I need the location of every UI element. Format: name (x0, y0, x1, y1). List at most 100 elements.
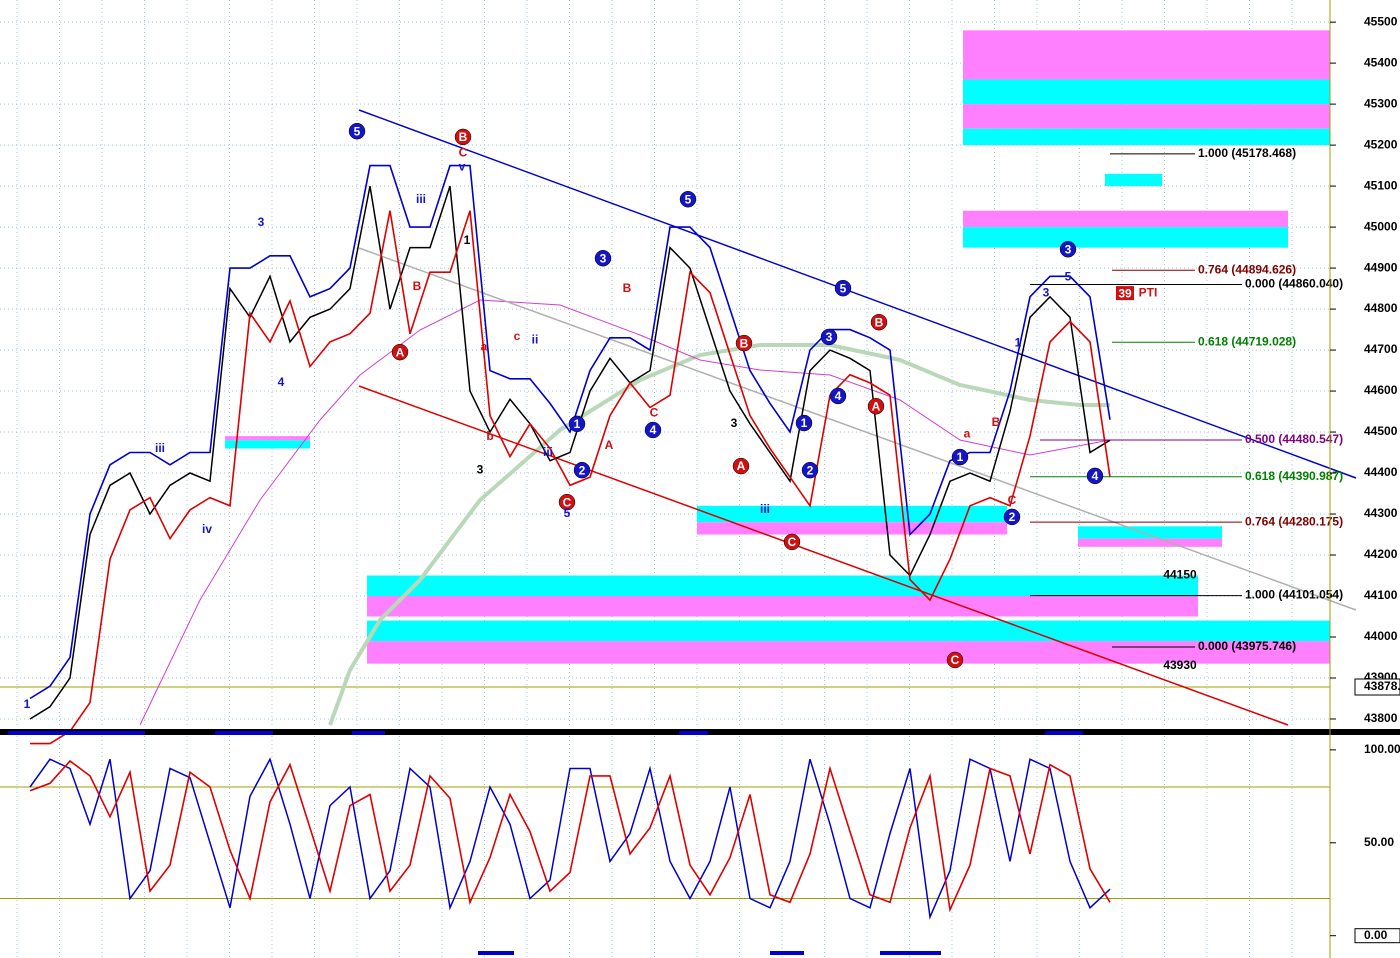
wave-label: 3 (1043, 285, 1050, 299)
wave-marker (1086, 467, 1104, 485)
trend-line (358, 109, 1357, 479)
wave-label: B (413, 279, 422, 293)
wave-label: c (514, 329, 521, 343)
wave-label: a (964, 426, 971, 440)
wave-marker (1003, 508, 1021, 526)
price-zone (697, 522, 1007, 535)
wave-label: 3 (600, 251, 607, 265)
wave-label: 2 (807, 463, 814, 477)
series-line (29, 757, 1111, 920)
time-marker (478, 951, 514, 955)
wave-label: 5 (840, 281, 847, 295)
wave-marker (801, 461, 819, 479)
time-marker (880, 951, 941, 955)
y-tick-label: 45000 (1364, 219, 1398, 233)
wave-label: 3 (731, 416, 738, 430)
price-zone (1078, 538, 1222, 547)
wave-label: 2 (579, 463, 586, 477)
y-tick-label: 45100 (1364, 178, 1398, 192)
y-tick-label: 45300 (1364, 96, 1398, 110)
wave-marker (867, 397, 885, 415)
price-zone (367, 596, 1198, 617)
price-zone (963, 104, 1330, 129)
wave-label: 3 (1065, 242, 1072, 256)
overlays (139, 109, 1357, 726)
price-zone (367, 620, 1330, 642)
wave-label: C (951, 653, 960, 667)
wave-marker (735, 334, 753, 352)
y-tick-label: 100.00 (1364, 742, 1400, 756)
time-marker (770, 951, 804, 955)
wave-label: C (1008, 493, 1017, 507)
price-label: 43930 (1163, 658, 1197, 672)
wave-label: 1 (1015, 335, 1022, 349)
y-tick-label: 44000 (1364, 629, 1398, 643)
wave-label: 5 (1065, 269, 1072, 283)
wave-label: 4 (278, 375, 285, 389)
wave-label: 4 (835, 389, 842, 403)
wave-marker (679, 190, 697, 208)
wave-label: B (459, 130, 468, 144)
wave-label: iii (155, 441, 165, 455)
wave-marker (946, 651, 964, 669)
wave-label: A (605, 438, 614, 452)
fib-label: 0.000 (44860.040) (1245, 277, 1343, 291)
price-zone (225, 440, 310, 449)
wave-label: 39 (1118, 286, 1132, 300)
y-tick-label: 45400 (1364, 55, 1398, 69)
time-marker (352, 731, 385, 735)
y-tick-label: 44500 (1364, 424, 1398, 438)
time-markers (8, 731, 1083, 955)
moving-average (139, 299, 1111, 726)
grid (0, 0, 1330, 958)
y-tick-label: 50.00 (1364, 835, 1394, 849)
wave-label: 4 (650, 423, 657, 437)
price-label: 44150 (1163, 568, 1197, 582)
wave-marker (348, 122, 366, 140)
wave-label: A (872, 399, 881, 413)
wave-marker (870, 313, 888, 331)
plot: 1.000 (45178.468)0.764 (44894.626)0.000 … (24, 122, 1343, 920)
wave-label: C (650, 405, 659, 419)
price-zone (963, 128, 1330, 146)
price-zone (963, 30, 1330, 80)
y-tick-label: 44800 (1364, 301, 1398, 315)
wave-label: 2 (1009, 510, 1016, 524)
wave-label: 1 (464, 233, 471, 247)
price-zone (367, 641, 1330, 664)
fib-label: 0.764 (44280.175) (1245, 514, 1343, 528)
price-zone (697, 505, 1007, 523)
wave-label: B (875, 315, 884, 329)
price-zone (963, 227, 1288, 248)
wave-marker (732, 457, 750, 475)
trend-line (358, 247, 1357, 611)
time-marker (215, 731, 273, 735)
wave-marker (795, 414, 813, 432)
y-tick-label: 44200 (1364, 547, 1398, 561)
wave-label: ii (532, 332, 539, 346)
wave-label: 1 (801, 416, 808, 430)
wave-label: iii (760, 502, 770, 516)
wave-marker (951, 448, 969, 466)
wave-label: 1 (24, 697, 31, 711)
y-tick-label: 44700 (1364, 342, 1398, 356)
wave-label: B (623, 281, 632, 295)
y-tick-label: 44900 (1364, 260, 1398, 274)
y-tick-label: 44400 (1364, 465, 1398, 479)
wave-marker (1116, 286, 1134, 301)
wave-marker (391, 343, 409, 361)
wave-marker (573, 461, 591, 479)
y-tick-label: 0.00 (1364, 928, 1388, 942)
wave-label: 1 (574, 417, 581, 431)
last-price-label: 43878. (1364, 679, 1400, 693)
y-tick-label: 43800 (1364, 711, 1398, 725)
fib-label: 1.000 (44101.054) (1245, 588, 1343, 602)
wave-label: 5 (354, 124, 361, 138)
wave-label: C (563, 495, 572, 509)
last-price-box (1354, 678, 1400, 696)
time-marker (679, 731, 708, 735)
price-zone (1078, 526, 1222, 539)
wave-label: B (740, 336, 749, 350)
price-zone (367, 575, 1198, 597)
